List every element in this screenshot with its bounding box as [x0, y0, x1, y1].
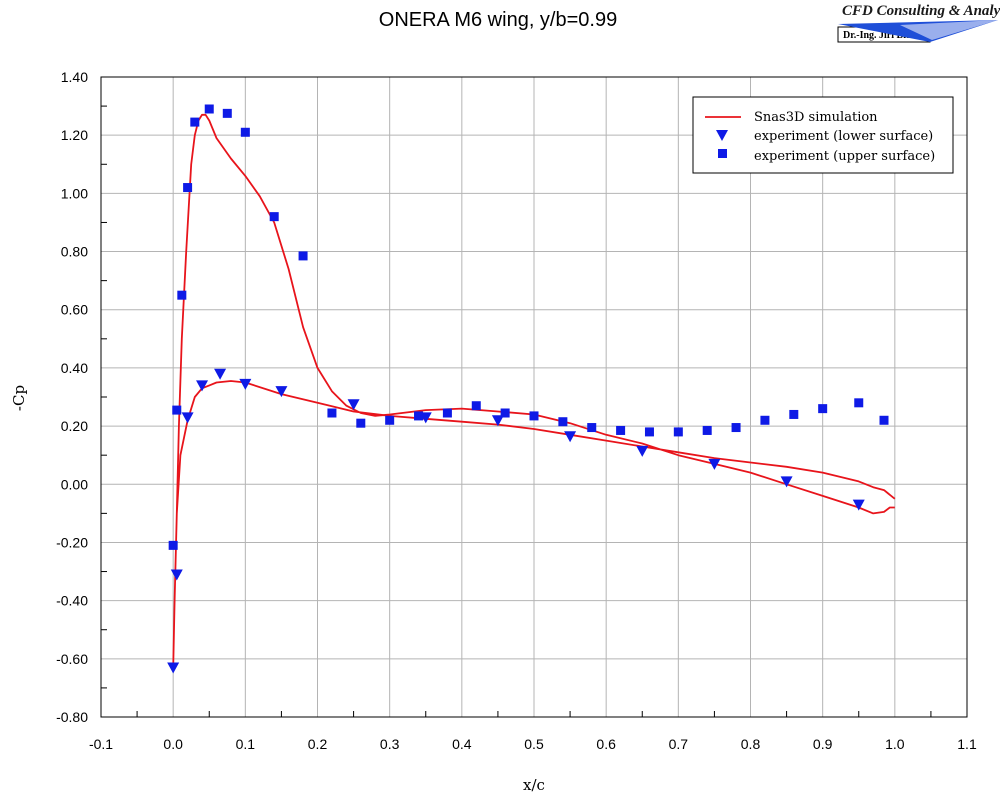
legend-marker-upper-surface	[718, 149, 727, 158]
lower-surface-point	[239, 378, 252, 390]
x-tick-label: 0.8	[741, 736, 761, 752]
x-tick-label: 0.9	[813, 736, 833, 752]
logo-subtitle: Dr.-Ing. Jiri Blazek	[843, 30, 926, 41]
y-tick-label: 0.20	[61, 418, 88, 434]
upper-surface-point	[644, 427, 654, 437]
upper-surface-point	[854, 398, 864, 408]
x-tick-label: 0.1	[236, 736, 256, 752]
upper-surface-point	[789, 409, 799, 419]
x-axis-label: x/c	[523, 776, 545, 794]
upper-surface-point	[879, 415, 889, 425]
upper-surface-point	[183, 183, 193, 193]
lower-surface-point	[347, 399, 360, 411]
y-tick-label: 0.00	[61, 476, 88, 492]
legend: Snas3D simulation experiment (lower surf…	[692, 96, 954, 174]
y-tick-label: -0.60	[56, 651, 88, 667]
legend-box	[692, 96, 954, 174]
upper-surface-point	[760, 415, 770, 425]
y-tick-labels: -0.80 -0.60 -0.40 -0.20 0.00 0.20 0.40 0.60 0.80…	[56, 69, 88, 725]
x-tick-label: 0.0	[163, 736, 183, 752]
plot-frame	[100, 76, 968, 718]
chart-title: ONERA M6 wing, y/b=0.99	[379, 9, 617, 31]
y-axis-label: -Cp	[10, 385, 28, 411]
upper-surface-point	[587, 423, 597, 433]
x-tick-label: 1.1	[957, 736, 977, 752]
x-tick-label: 0.2	[308, 736, 328, 752]
upper-surface-point	[731, 423, 741, 433]
x-tick-label: -0.1	[89, 736, 113, 752]
y-tick-label: -0.80	[56, 709, 88, 725]
x-tick-labels: -0.1 0.0 0.1 0.2 0.3 0.4 0.5 0.6 0.7 0.8 0.9 1.0 1.1	[89, 736, 977, 752]
upper-surface-point	[298, 251, 308, 261]
company-logo: CFD Consulting & Analysis Dr.-Ing. Jiri …	[837, 3, 1000, 43]
upper-surface-point	[414, 411, 424, 421]
logo-title: CFD Consulting & Analysis	[842, 3, 1000, 19]
logo-swoosh-highlight	[900, 20, 998, 40]
upper-surface-point	[222, 108, 232, 118]
legend-label-upper-surface: experiment (upper surface)	[754, 149, 935, 164]
upper-surface-point	[702, 425, 712, 435]
minor-ticks	[101, 105, 932, 717]
upper-surface-point	[168, 540, 178, 550]
lower-surface-point	[181, 412, 194, 424]
upper-surface-point	[442, 408, 452, 418]
upper-surface-point	[471, 401, 481, 411]
lower-surface-point	[564, 431, 577, 443]
lower-surface-point	[275, 386, 288, 398]
upper-surface-point	[500, 408, 510, 418]
upper-surface-point	[240, 127, 250, 137]
upper-surface-point	[673, 427, 683, 437]
y-tick-label: 1.20	[61, 127, 88, 143]
legend-label-snas3d: Snas3D simulation	[754, 110, 878, 125]
upper-surface-point	[269, 212, 279, 222]
upper-surface-point	[172, 405, 182, 415]
y-tick-label: 0.40	[61, 360, 88, 376]
x-tick-label: 0.7	[669, 736, 689, 752]
x-tick-label: 0.4	[452, 736, 472, 752]
upper-surface-point	[356, 418, 366, 428]
lower-surface-point	[708, 458, 721, 470]
lower-surface-point	[491, 415, 504, 427]
series-markers-upper-surface	[168, 104, 889, 550]
lower-surface-point	[170, 569, 183, 581]
upper-surface-point	[177, 290, 187, 300]
upper-surface-point	[818, 404, 828, 414]
y-tick-label: 1.00	[61, 185, 88, 201]
x-tick-label: 0.5	[524, 736, 544, 752]
upper-surface-point	[327, 408, 337, 418]
upper-surface-point	[190, 117, 200, 127]
upper-surface-point	[616, 425, 626, 435]
legend-label-lower-surface: experiment (lower surface)	[754, 129, 933, 144]
lower-surface-point	[196, 380, 209, 392]
lower-surface-point	[167, 662, 180, 674]
series-markers-lower-surface	[167, 368, 865, 674]
lower-surface-point	[636, 445, 649, 457]
upper-surface-point	[558, 417, 568, 427]
upper-surface-point	[529, 411, 539, 421]
lower-surface-point	[780, 476, 793, 488]
y-tick-label: 0.80	[61, 244, 88, 260]
y-tick-label: 0.60	[61, 302, 88, 318]
x-tick-label: 0.6	[596, 736, 616, 752]
lower-surface-point	[214, 368, 227, 380]
legend-marker-lower-surface	[716, 130, 728, 141]
lower-surface-point	[852, 499, 865, 511]
y-tick-label: -0.20	[56, 534, 88, 550]
x-tick-label: 0.3	[380, 736, 400, 752]
upper-surface-point	[385, 415, 395, 425]
y-tick-label: -0.40	[56, 593, 88, 609]
x-tick-label: 1.0	[885, 736, 905, 752]
upper-surface-point	[204, 104, 214, 114]
y-tick-label: 1.40	[61, 69, 88, 85]
